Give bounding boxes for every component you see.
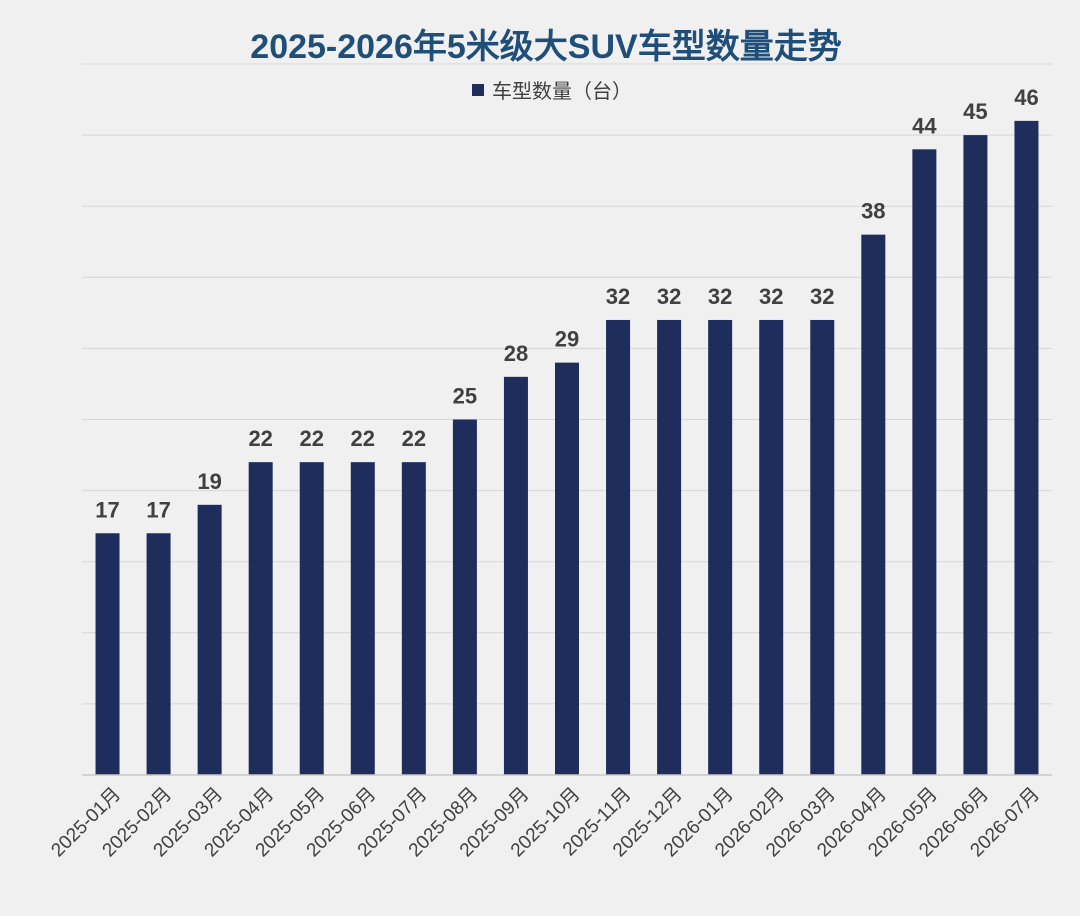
data-label: 17: [95, 497, 119, 522]
bar: [1014, 120, 1039, 775]
data-label: 38: [861, 199, 885, 224]
data-label: 17: [146, 497, 170, 522]
bar: [503, 376, 528, 775]
bar: [197, 504, 222, 775]
data-label: 22: [402, 426, 426, 451]
bar: [95, 533, 120, 775]
bar: [401, 462, 426, 775]
bar: [350, 462, 375, 775]
bar: [963, 135, 988, 776]
data-label: 19: [197, 469, 221, 494]
data-label: 44: [912, 113, 937, 138]
bar: [657, 319, 682, 775]
bar: [555, 362, 579, 775]
bar: [606, 319, 631, 775]
data-label: 29: [555, 327, 579, 352]
data-label: 32: [606, 284, 630, 309]
data-label: 22: [248, 426, 272, 451]
data-label: 22: [351, 426, 375, 451]
bar: [708, 319, 733, 775]
bar: [248, 462, 273, 775]
bar: [810, 319, 835, 775]
bar: [299, 462, 324, 775]
legend: 车型数量（台）: [472, 80, 632, 103]
data-label: 45: [963, 99, 987, 124]
data-label: 32: [810, 284, 834, 309]
legend-label: 车型数量（台）: [492, 80, 632, 103]
data-label: 28: [504, 341, 528, 366]
data-label: 46: [1014, 85, 1038, 110]
data-label: 32: [657, 284, 681, 309]
bar: [912, 149, 937, 775]
bar: [146, 533, 171, 775]
data-label: 32: [708, 284, 732, 309]
legend-swatch: [472, 84, 484, 96]
data-label: 22: [299, 426, 323, 451]
bar: [759, 319, 784, 775]
bar: [861, 234, 886, 775]
bar: [452, 419, 477, 775]
chart-title: 2025-2026年5米级大SUV车型数量走势: [250, 28, 841, 66]
data-label: 25: [453, 384, 477, 409]
data-label: 32: [759, 284, 783, 309]
value-labels: 17 17 19 22 22 22 22 25 28 29 32 32 32 32 32 38 44 45 46: [95, 85, 1038, 522]
bars: [95, 120, 1039, 776]
